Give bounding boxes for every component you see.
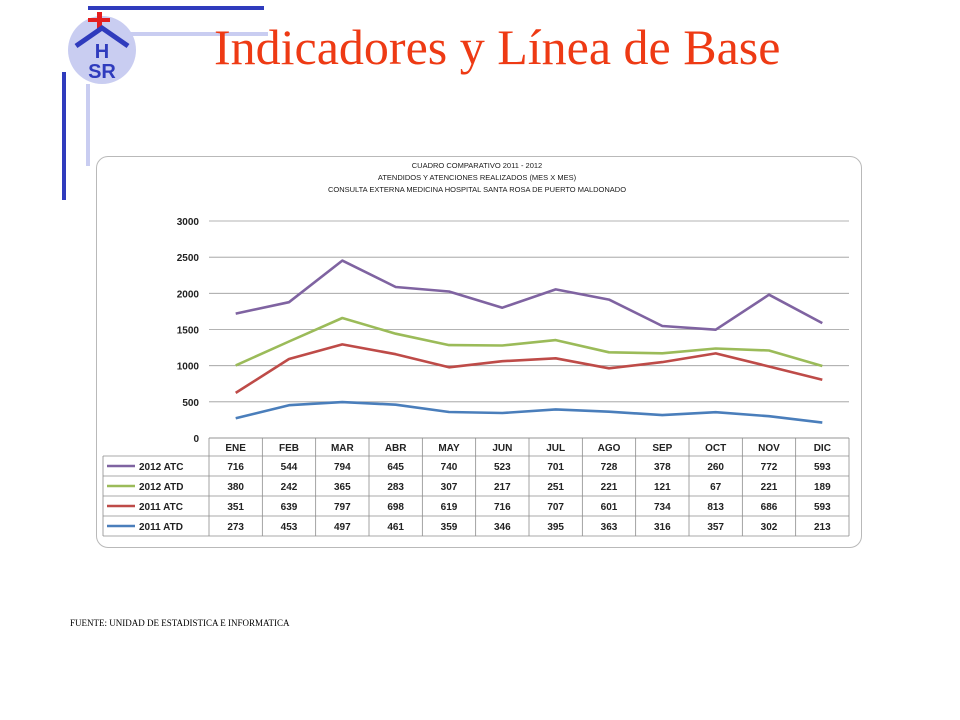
y-tick-label: 1000 xyxy=(177,362,200,373)
decor-bar-top-light xyxy=(88,32,268,36)
data-value-label: 686 xyxy=(761,502,778,513)
x-category-label: JUL xyxy=(546,443,565,454)
chart-title-line: CONSULTA EXTERNA MEDICINA HOSPITAL SANTA… xyxy=(328,185,626,194)
chart-title-line: CUADRO COMPARATIVO 2011 - 2012 xyxy=(412,161,542,170)
data-value-label: 242 xyxy=(281,482,298,493)
data-value-label: 716 xyxy=(227,462,244,473)
series-line xyxy=(235,400,823,424)
data-value-label: 497 xyxy=(334,522,351,533)
legend-label: 2011 ATD xyxy=(139,522,183,533)
data-value-label: 217 xyxy=(494,482,511,493)
data-value-label: 359 xyxy=(441,522,458,533)
source-note: FUENTE: UNIDAD DE ESTADISTICA E INFORMAT… xyxy=(70,618,290,628)
data-value-label: 593 xyxy=(814,502,831,513)
series-line xyxy=(235,259,823,331)
data-value-label: 365 xyxy=(334,482,351,493)
series-line xyxy=(235,316,823,368)
decor-bar-top-dark xyxy=(88,6,264,10)
data-value-label: 734 xyxy=(654,502,671,513)
data-value-label: 351 xyxy=(227,502,244,513)
data-value-label: 213 xyxy=(814,522,831,533)
data-value-label: 378 xyxy=(654,462,671,473)
chart-title-line: ATENDIDOS Y ATENCIONES REALIZADOS (MES X… xyxy=(378,173,577,182)
y-tick-label: 500 xyxy=(182,398,199,409)
data-value-label: 307 xyxy=(441,482,458,493)
data-value-label: 601 xyxy=(601,502,618,513)
data-value-label: 363 xyxy=(601,522,618,533)
data-value-label: 357 xyxy=(707,522,724,533)
data-value-label: 813 xyxy=(707,502,724,513)
hospital-logo: H SR xyxy=(68,12,136,84)
data-value-label: 461 xyxy=(387,522,404,533)
data-value-label: 707 xyxy=(547,502,564,513)
data-value-label: 772 xyxy=(761,462,778,473)
data-value-label: 453 xyxy=(281,522,298,533)
data-value-label: 701 xyxy=(547,462,564,473)
series-line xyxy=(235,343,823,394)
decor-bar-left-light xyxy=(86,84,90,166)
data-value-label: 221 xyxy=(761,482,778,493)
svg-text:SR: SR xyxy=(88,61,116,83)
data-value-label: 221 xyxy=(601,482,618,493)
x-category-label: MAR xyxy=(331,443,355,454)
x-category-label: AGO xyxy=(598,443,621,454)
y-tick-label: 2000 xyxy=(177,289,200,300)
legend-label: 2011 ATC xyxy=(139,502,183,513)
data-value-label: 189 xyxy=(814,482,831,493)
data-value-label: 523 xyxy=(494,462,511,473)
x-category-label: JUN xyxy=(492,443,512,454)
x-category-label: SEP xyxy=(652,443,672,454)
x-category-label: ENE xyxy=(225,443,246,454)
data-value-label: 639 xyxy=(281,502,298,513)
x-category-label: DIC xyxy=(814,443,831,454)
svg-text:H: H xyxy=(95,41,109,63)
data-value-label: 593 xyxy=(814,462,831,473)
data-value-label: 645 xyxy=(387,462,404,473)
y-tick-label: 0 xyxy=(193,434,199,445)
data-value-label: 67 xyxy=(710,482,722,493)
data-value-label: 395 xyxy=(547,522,564,533)
x-category-label: MAY xyxy=(438,443,460,454)
x-category-label: NOV xyxy=(758,443,780,454)
data-value-label: 698 xyxy=(387,502,404,513)
y-tick-label: 3000 xyxy=(177,217,200,228)
data-value-label: 740 xyxy=(441,462,458,473)
data-value-label: 302 xyxy=(761,522,778,533)
data-value-label: 794 xyxy=(334,462,351,473)
data-value-label: 121 xyxy=(654,482,671,493)
data-value-label: 619 xyxy=(441,502,458,513)
data-value-label: 283 xyxy=(387,482,404,493)
data-value-label: 728 xyxy=(601,462,618,473)
line-chart: CUADRO COMPARATIVO 2011 - 2012 ATENDIDOS … xyxy=(102,161,850,537)
data-value-label: 716 xyxy=(494,502,511,513)
y-tick-label: 2500 xyxy=(177,253,200,264)
legend-label: 2012 ATD xyxy=(139,482,183,493)
x-category-label: OCT xyxy=(705,443,726,454)
data-value-label: 251 xyxy=(547,482,564,493)
decor-bar-left-dark xyxy=(62,72,66,200)
y-tick-label: 1500 xyxy=(177,326,200,337)
data-value-label: 544 xyxy=(281,462,298,473)
chart-panel: CUADRO COMPARATIVO 2011 - 2012 ATENDIDOS … xyxy=(96,156,862,548)
data-value-label: 273 xyxy=(227,522,244,533)
data-value-label: 316 xyxy=(654,522,671,533)
x-category-label: FEB xyxy=(279,443,299,454)
data-value-label: 797 xyxy=(334,502,351,513)
data-value-label: 380 xyxy=(227,482,244,493)
x-category-label: ABR xyxy=(385,443,407,454)
slide-title: Indicadores y Línea de Base xyxy=(214,19,781,75)
data-value-label: 260 xyxy=(707,462,724,473)
data-value-label: 346 xyxy=(494,522,511,533)
legend-label: 2012 ATC xyxy=(139,462,183,473)
